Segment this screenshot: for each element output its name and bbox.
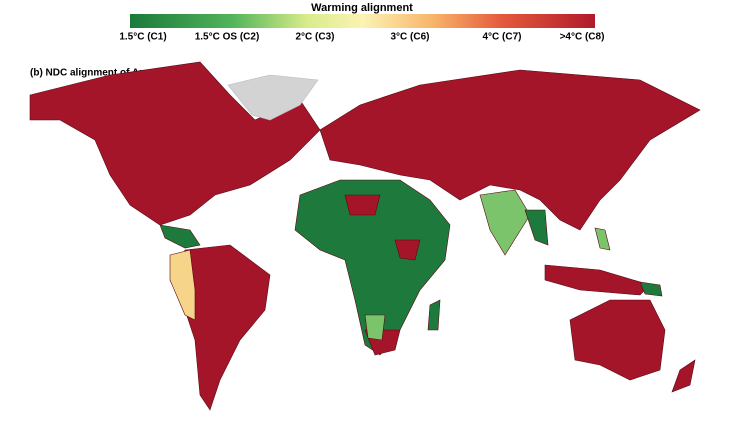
indonesia <box>544 264 651 296</box>
legend-label: 1.5°C OS (C2) <box>195 32 260 43</box>
southern-africa-green <box>364 314 386 341</box>
map-title: (b) NDC alignment of Approach 2 <box>30 68 187 79</box>
legend-label: 3°C (C6) <box>390 32 429 43</box>
india <box>479 189 531 256</box>
greenland <box>227 74 319 121</box>
australia <box>569 299 666 381</box>
legend-label: 2°C (C3) <box>295 32 334 43</box>
madagascar <box>427 299 441 331</box>
eurasia <box>319 69 701 231</box>
andean-region <box>169 249 196 321</box>
central-america <box>159 224 201 249</box>
legend-label: 4°C (C7) <box>482 32 521 43</box>
world-map <box>29 61 701 411</box>
new-zealand <box>671 359 696 393</box>
color-legend: Warming alignment 1.5°C (C1) 1.5°C OS (C… <box>119 2 604 43</box>
east-africa-red <box>394 239 421 261</box>
legend-label: 1.5°C (C1) <box>119 32 166 43</box>
legend-title: Warming alignment <box>311 2 413 14</box>
philippines <box>594 227 611 251</box>
north-africa-red <box>344 194 381 216</box>
color-bar <box>130 14 595 28</box>
north-america <box>29 61 321 226</box>
papua <box>639 281 663 297</box>
southeast-asia-green <box>524 209 549 246</box>
legend-label: >4°C (C8) <box>560 32 605 43</box>
